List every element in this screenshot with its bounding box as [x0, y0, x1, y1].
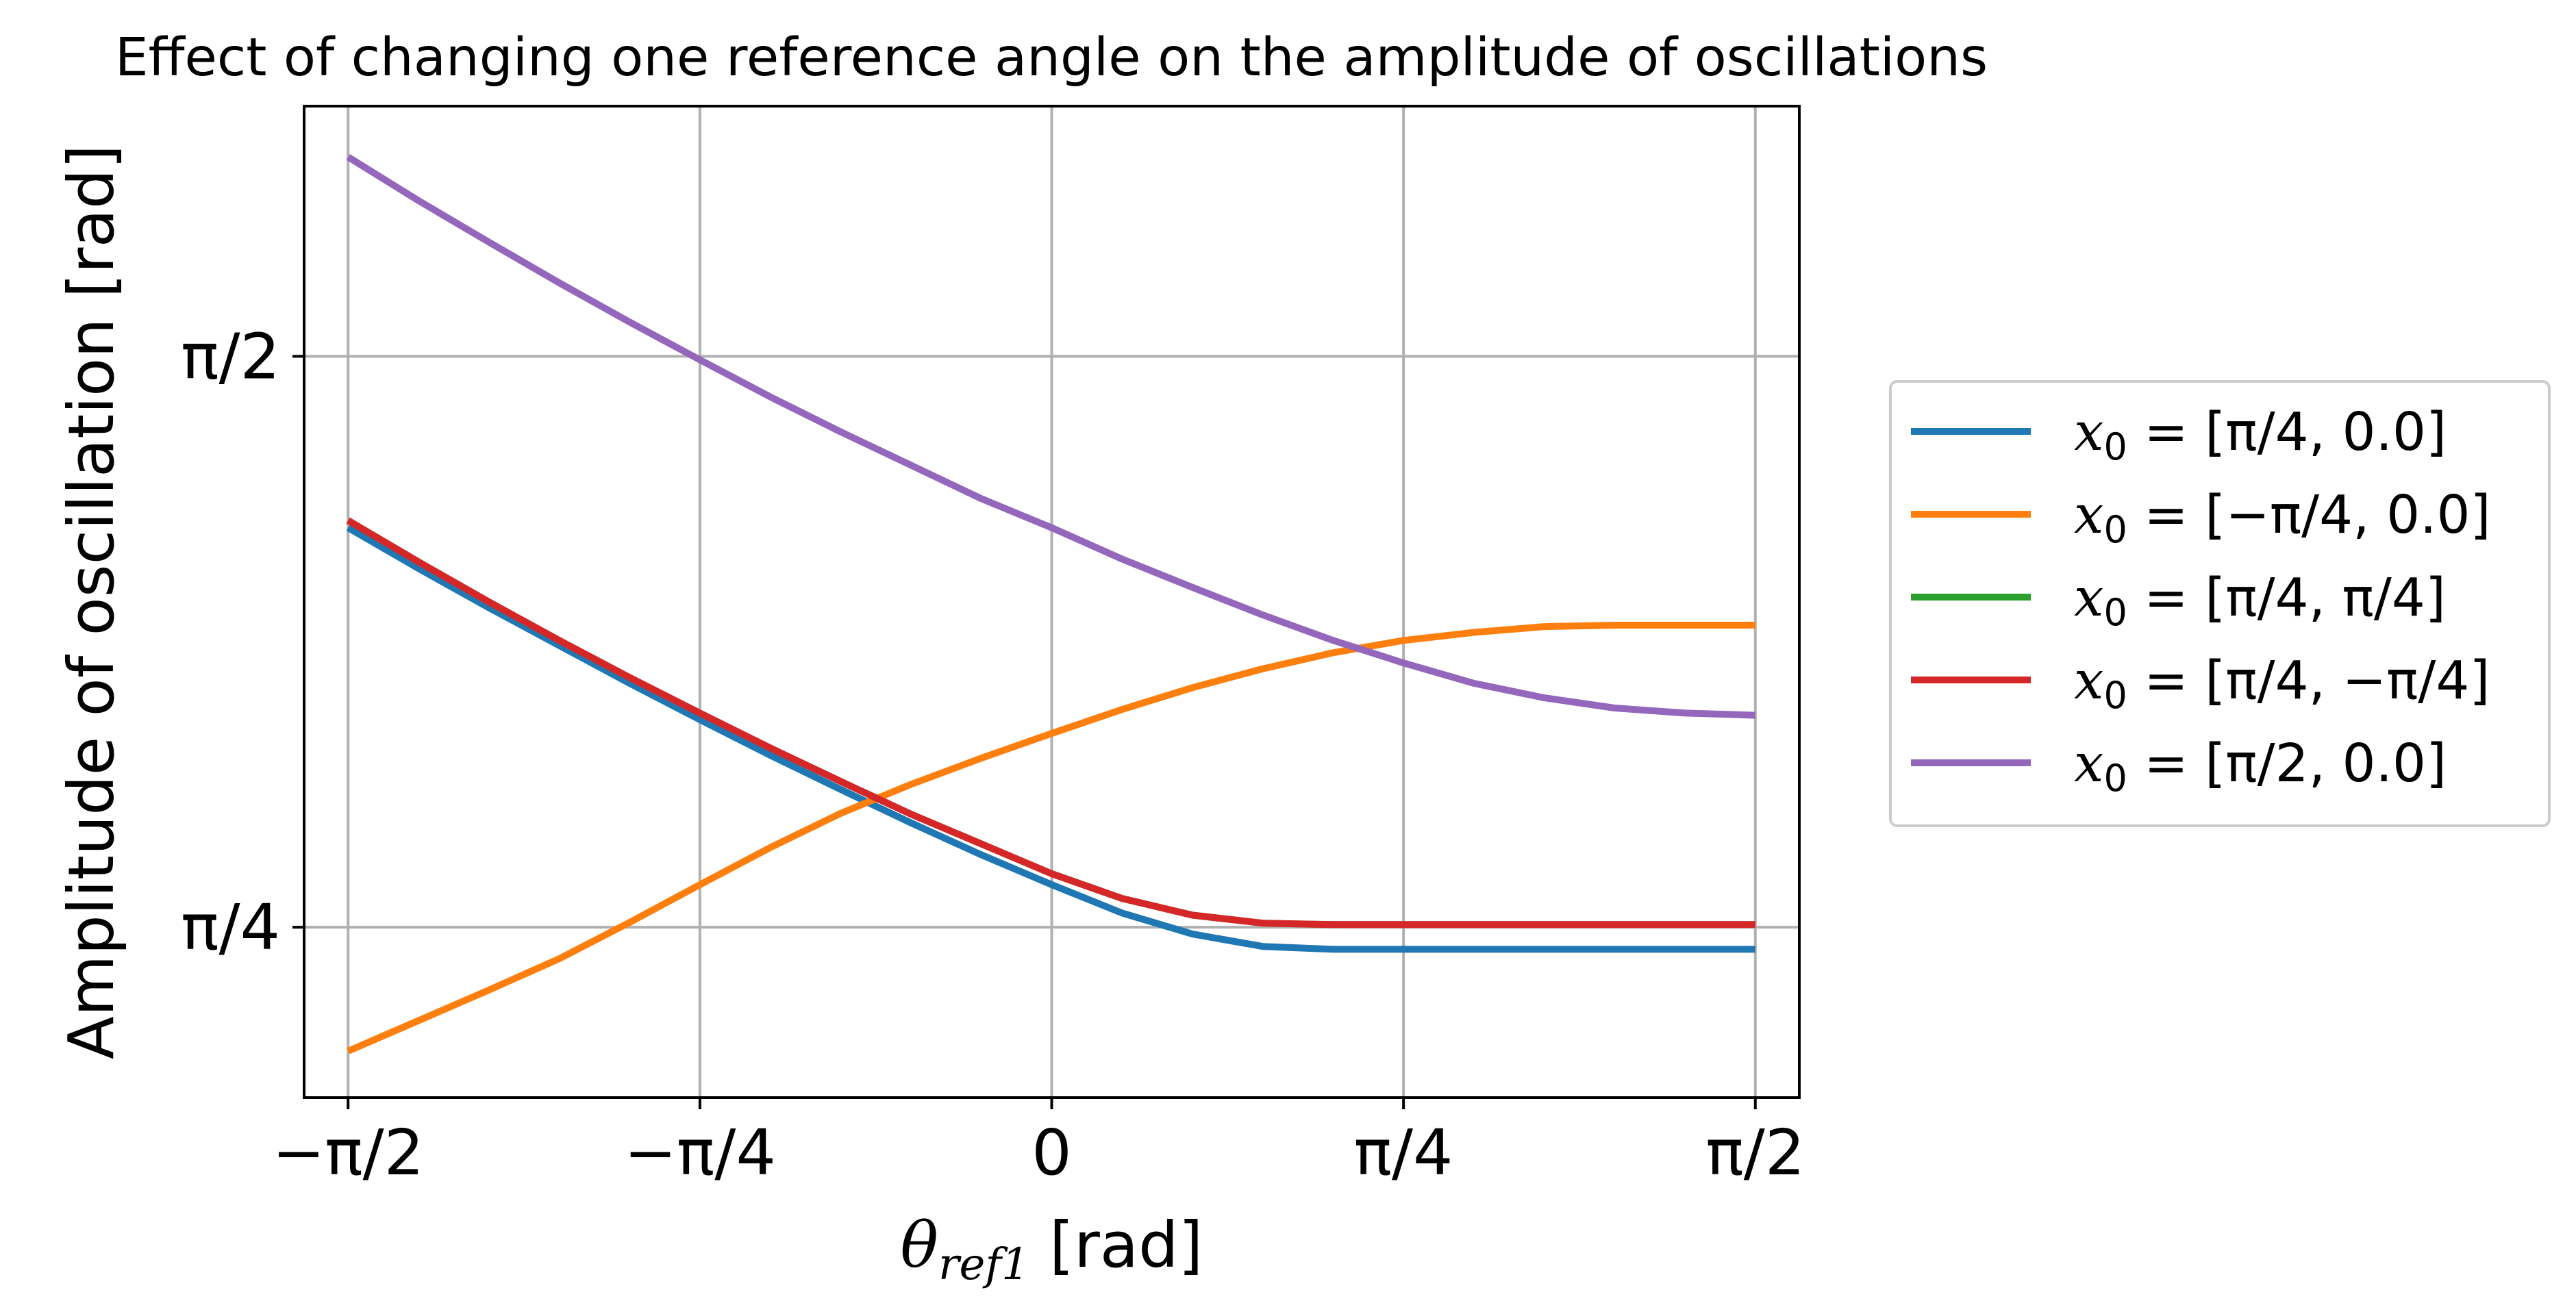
x-axis-label-unit: [rad] [1029, 1209, 1203, 1282]
x-axis-label-symbol: θ [901, 1209, 938, 1282]
y-tick-label: π/2 [181, 320, 280, 393]
legend-entry-text: = [π/4, −π/4] [2127, 650, 2490, 711]
x-tick-label: −π/2 [272, 1116, 424, 1189]
y-axis-label: Amplitude of oscillation [rad] [55, 144, 128, 1059]
legend-entry-2: x0 = [−π/4, 0.0] [2074, 485, 2491, 551]
legend-entry-symbol: x [2074, 568, 2103, 629]
ticks-layer: −π/2 −π/4 0 π/4 π/2 π/4 π/2 [181, 320, 1805, 1189]
legend: x0 = [π/4, 0.0]x0 = [−π/4, 0.0]x0 = [π/4… [1889, 380, 2551, 827]
x-axis-label-subscript: ref1 [938, 1239, 1029, 1290]
legend-entry-symbol: x [2074, 650, 2103, 711]
legend-entry-text: = [π/4, 0.0] [2127, 402, 2447, 463]
legend-box [1889, 380, 2551, 827]
legend-entry-3: x0 = [π/4, π/4] [2074, 568, 2446, 634]
legend-entry-symbol: x [2074, 402, 2103, 463]
legend-entry-symbol: x [2074, 485, 2103, 546]
grid-layer [304, 106, 1799, 1098]
legend-entry-symbol: x [2074, 733, 2103, 794]
series-line-4 [346, 517, 1755, 928]
x-tick-label: π/2 [1705, 1116, 1805, 1189]
series-line-5 [346, 154, 1755, 719]
legend-entry-text: = [π/4, π/4] [2127, 568, 2446, 629]
x-axis-label: θref1 [rad] [901, 1209, 1203, 1290]
legend-entry-subscript: 0 [2103, 425, 2127, 468]
x-tick-label: π/4 [1354, 1116, 1453, 1189]
x-tick-label: −π/4 [624, 1116, 776, 1189]
series-line-2 [347, 622, 1755, 1054]
legend-entry-1: x0 = [π/4, 0.0] [2074, 402, 2447, 468]
x-tick-label: 0 [1031, 1116, 1072, 1189]
legend-entry-4: x0 = [π/4, −π/4] [2074, 650, 2490, 717]
legend-entry-text: = [−π/4, 0.0] [2127, 485, 2491, 546]
legend-entry-subscript: 0 [2103, 508, 2127, 551]
legend-entry-subscript: 0 [2103, 757, 2127, 800]
series-layer [346, 154, 1755, 1054]
legend-entry-5: x0 = [π/2, 0.0] [2074, 733, 2447, 800]
legend-entry-text: = [π/2, 0.0] [2127, 733, 2447, 794]
series-line-1 [346, 525, 1755, 953]
chart-title: Effect of changing one reference angle o… [115, 27, 1988, 88]
legend-entry-subscript: 0 [2103, 591, 2127, 634]
y-tick-label: π/4 [181, 891, 280, 964]
legend-entry-subscript: 0 [2103, 674, 2127, 717]
